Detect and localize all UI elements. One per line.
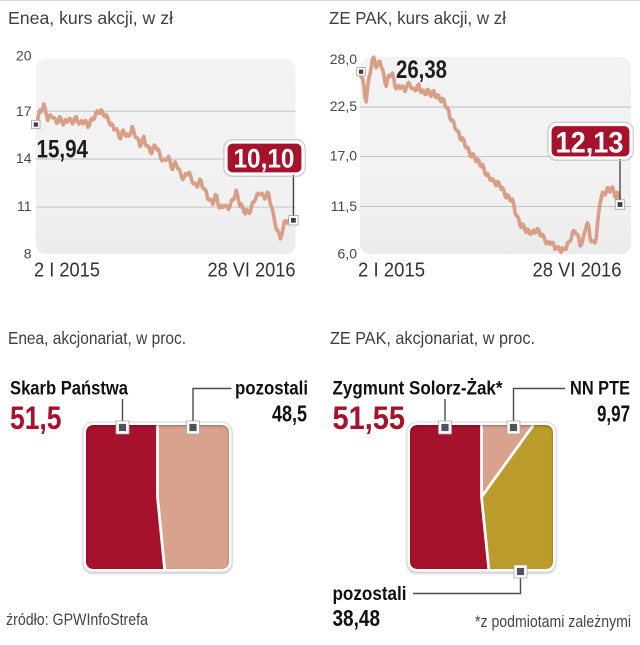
- svg-text:22,5: 22,5: [330, 98, 357, 114]
- svg-text:48,5: 48,5: [272, 401, 307, 427]
- svg-text:Skarb Państwa: Skarb Państwa: [10, 379, 128, 400]
- svg-text:Enea, kurs akcji, w zł: Enea, kurs akcji, w zł: [8, 8, 173, 28]
- svg-text:28 VI 2016: 28 VI 2016: [208, 259, 296, 282]
- svg-text:17,0: 17,0: [330, 148, 357, 164]
- svg-text:38,48: 38,48: [333, 605, 381, 631]
- svg-text:11: 11: [17, 198, 32, 214]
- svg-text:Zygmunt Solorz-Żak*: Zygmunt Solorz-Żak*: [333, 379, 504, 400]
- svg-text:2 I 2015: 2 I 2015: [358, 259, 425, 282]
- svg-text:26,38: 26,38: [396, 57, 447, 84]
- svg-text:2 I 2015: 2 I 2015: [34, 259, 100, 282]
- svg-text:51,5: 51,5: [10, 400, 62, 436]
- svg-text:pozostali: pozostali: [235, 379, 308, 400]
- svg-text:NN PTE: NN PTE: [570, 379, 630, 400]
- svg-text:20: 20: [16, 48, 32, 64]
- svg-text:pozostali: pozostali: [333, 584, 407, 605]
- svg-text:6,0: 6,0: [338, 246, 358, 262]
- svg-text:11,5: 11,5: [331, 198, 357, 214]
- svg-text:28 VI 2016: 28 VI 2016: [533, 259, 622, 282]
- svg-text:15,94: 15,94: [37, 136, 89, 163]
- svg-text:*z podmiotami zależnymi: *z podmiotami zależnymi: [475, 613, 631, 631]
- svg-text:51,55: 51,55: [333, 400, 406, 436]
- svg-text:17: 17: [16, 103, 32, 119]
- svg-text:14: 14: [16, 150, 32, 166]
- svg-text:ZE PAK, akcjonariat, w proc.: ZE PAK, akcjonariat, w proc.: [330, 328, 535, 348]
- svg-text:ZE PAK, kurs akcji, w zł: ZE PAK, kurs akcji, w zł: [329, 8, 506, 28]
- svg-text:10,10: 10,10: [234, 143, 295, 173]
- svg-text:28,0: 28,0: [330, 51, 357, 67]
- svg-text:12,13: 12,13: [556, 127, 624, 160]
- svg-text:8: 8: [24, 246, 32, 262]
- svg-text:Enea, akcjonariat, w proc.: Enea, akcjonariat, w proc.: [8, 328, 186, 348]
- svg-text:9,97: 9,97: [597, 401, 630, 427]
- svg-text:źródło: GPWInfoStrefa: źródło: GPWInfoStrefa: [6, 611, 149, 629]
